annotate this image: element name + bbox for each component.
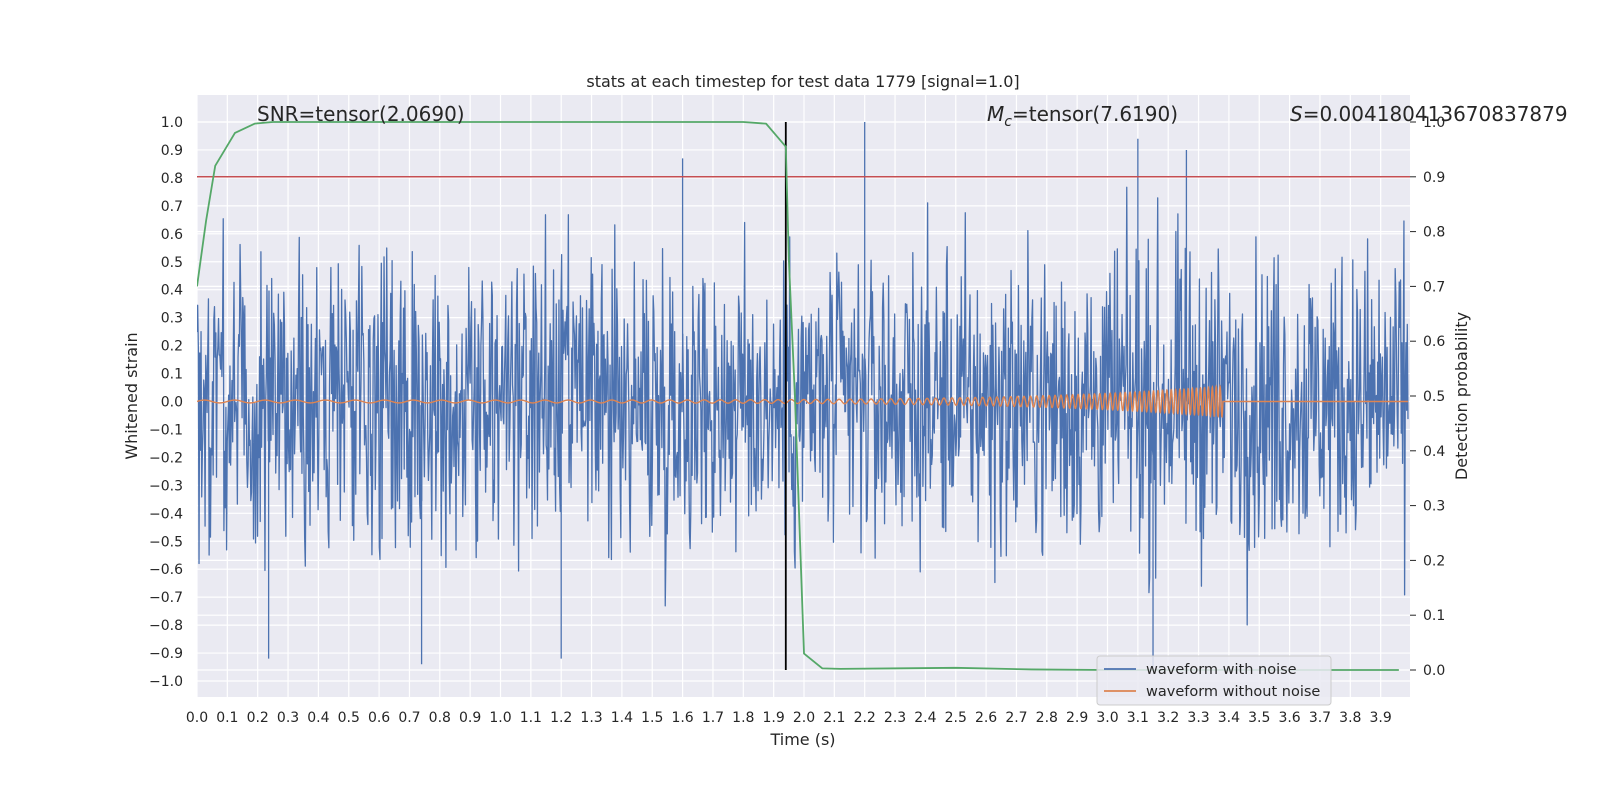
x-tick-label: 2.5 [945,710,967,726]
series-layer [197,121,1410,671]
y-left-tick-label: −0.4 [149,506,183,522]
y-left-tick-label: −0.5 [149,534,183,550]
y-left-tick-label: 0.7 [161,199,183,215]
y-left-tick-label: 0.9 [161,143,183,159]
s-value: =0.004180413670837879 [1303,102,1568,126]
x-tick-label: 0.7 [398,710,420,726]
x-tick-label: 3.1 [1127,710,1149,726]
x-tick-label: 3.8 [1339,710,1361,726]
y-left-axis-ticks: 1.0 0.9 0.8 0.7 0.6 0.5 0.4 0.3 0.2 0.1 0.0 −0.1 −0.… [149,115,183,690]
x-tick-label: 3.4 [1218,710,1240,726]
y-left-tick-label: −0.2 [149,450,183,466]
x-tick-label: 2.6 [975,710,997,726]
y-left-tick-label: 0.0 [161,395,183,411]
y-left-tick-label: 0.6 [161,227,183,243]
x-tick-label: 1.8 [732,710,754,726]
legend-box [1096,655,1332,706]
y-left-tick-label: −0.7 [149,590,183,606]
x-tick-label: 1.2 [550,710,572,726]
y-right-tick-label: 1.0 [1423,115,1445,131]
chart-title: stats at each timestep for test data 177… [586,72,1019,91]
chirp-mass-value: =tensor(7.6190) [1012,102,1178,126]
x-tick-label: 2.0 [793,710,815,726]
y-left-tick-label: −0.6 [149,562,183,578]
y-right-tick-label: 0.2 [1423,553,1445,569]
series-line-waveform-with-noise [197,186,1409,626]
x-tick-label: 0.4 [307,710,329,726]
snr-annotation: SNR=tensor(2.0690) [257,102,465,126]
x-tick-label: 1.4 [611,710,633,726]
y-right-axis-label: Detection probability [1452,312,1471,480]
x-tick-label: 1.5 [641,710,663,726]
x-tick-label: 2.4 [914,710,936,726]
x-axis-label: Time (s) [769,730,835,749]
series-line-detection-probability [197,121,1399,671]
chirp-mass-symbol: M [987,102,1004,126]
y-left-tick-label: −0.8 [149,618,183,634]
x-tick-label: 1.7 [702,710,724,726]
x-tick-label: 0.9 [459,710,481,726]
y-left-tick-label: −1.0 [149,674,183,690]
y-right-tick-label: 0.3 [1423,499,1445,515]
y-right-tick-label: 0.7 [1423,279,1445,295]
y-right-axis-ticks: 1.0 0.9 0.8 0.7 0.6 0.5 0.4 0.3 0.2 0.1 0.0 [1410,115,1445,679]
x-tick-label: 0.2 [247,710,269,726]
grid [196,95,1410,697]
x-tick-label: 2.7 [1005,710,1027,726]
y-left-tick-label: 0.4 [161,283,183,299]
x-tick-label: 3.7 [1309,710,1331,726]
y-left-tick-label: 0.3 [161,311,183,327]
x-tick-label: 1.0 [489,710,511,726]
x-tick-label: 0.3 [277,710,299,726]
x-tick-label: 2.1 [823,710,845,726]
legend-label-noise: waveform with noise [1146,662,1297,678]
x-tick-label: 1.9 [763,710,785,726]
x-tick-label: 0.6 [368,710,390,726]
y-left-tick-label: 0.8 [161,171,183,187]
y-left-tick-label: −0.1 [149,422,183,438]
s-symbol: S [1290,102,1303,126]
y-left-tick-label: 0.1 [161,367,183,383]
x-tick-label: 0.5 [338,710,360,726]
y-right-tick-label: 0.5 [1423,389,1445,405]
y-right-tick-label: 0.4 [1423,444,1445,460]
y-left-tick-label: −0.3 [149,478,183,494]
x-tick-label: 2.9 [1066,710,1088,726]
x-tick-label: 1.1 [520,710,542,726]
y-left-tick-label: 0.5 [161,255,183,271]
y-left-axis-label: Whitened strain [122,332,141,459]
x-tick-label: 0.1 [216,710,238,726]
x-tick-label: 3.0 [1096,710,1118,726]
s-annotation: S=0.004180413670837879 [1290,102,1568,126]
series-line-waveform-without-noise [197,383,1408,419]
x-tick-label: 2.2 [854,710,876,726]
y-right-tick-label: 0.6 [1423,334,1445,350]
x-tick-label: 1.6 [671,710,693,726]
x-tick-label: 3.9 [1370,710,1392,726]
x-tick-label: 2.8 [1036,710,1058,726]
x-axis-ticks: 0.0 0.1 0.2 0.3 0.4 0.5 0.6 0.7 0.8 0.9 1.0 1.1 1.2 1… [186,710,1392,726]
x-tick-label: 0.0 [186,710,208,726]
x-tick-label: 3.2 [1157,710,1179,726]
x-tick-label: 3.3 [1187,710,1209,726]
y-right-tick-label: 0.0 [1423,663,1445,679]
y-right-tick-label: 0.1 [1423,608,1445,624]
y-left-tick-label: 1.0 [161,115,183,131]
x-tick-label: 1.3 [580,710,602,726]
x-tick-label: 0.8 [429,710,451,726]
chirp-mass-subscript: c [1004,114,1012,130]
y-right-tick-label: 0.9 [1423,170,1445,186]
x-tick-label: 3.6 [1278,710,1300,726]
legend-label-clean: waveform without noise [1146,684,1320,700]
y-left-tick-label: 0.2 [161,339,183,355]
x-tick-label: 3.5 [1248,710,1270,726]
legend: waveform with noise waveform without noi… [1096,655,1332,706]
y-right-tick-label: 0.8 [1423,225,1445,241]
y-left-tick-label: −0.9 [149,646,183,662]
chirp-mass-annotation: Mc=tensor(7.6190) [987,102,1178,130]
x-tick-label: 2.3 [884,710,906,726]
